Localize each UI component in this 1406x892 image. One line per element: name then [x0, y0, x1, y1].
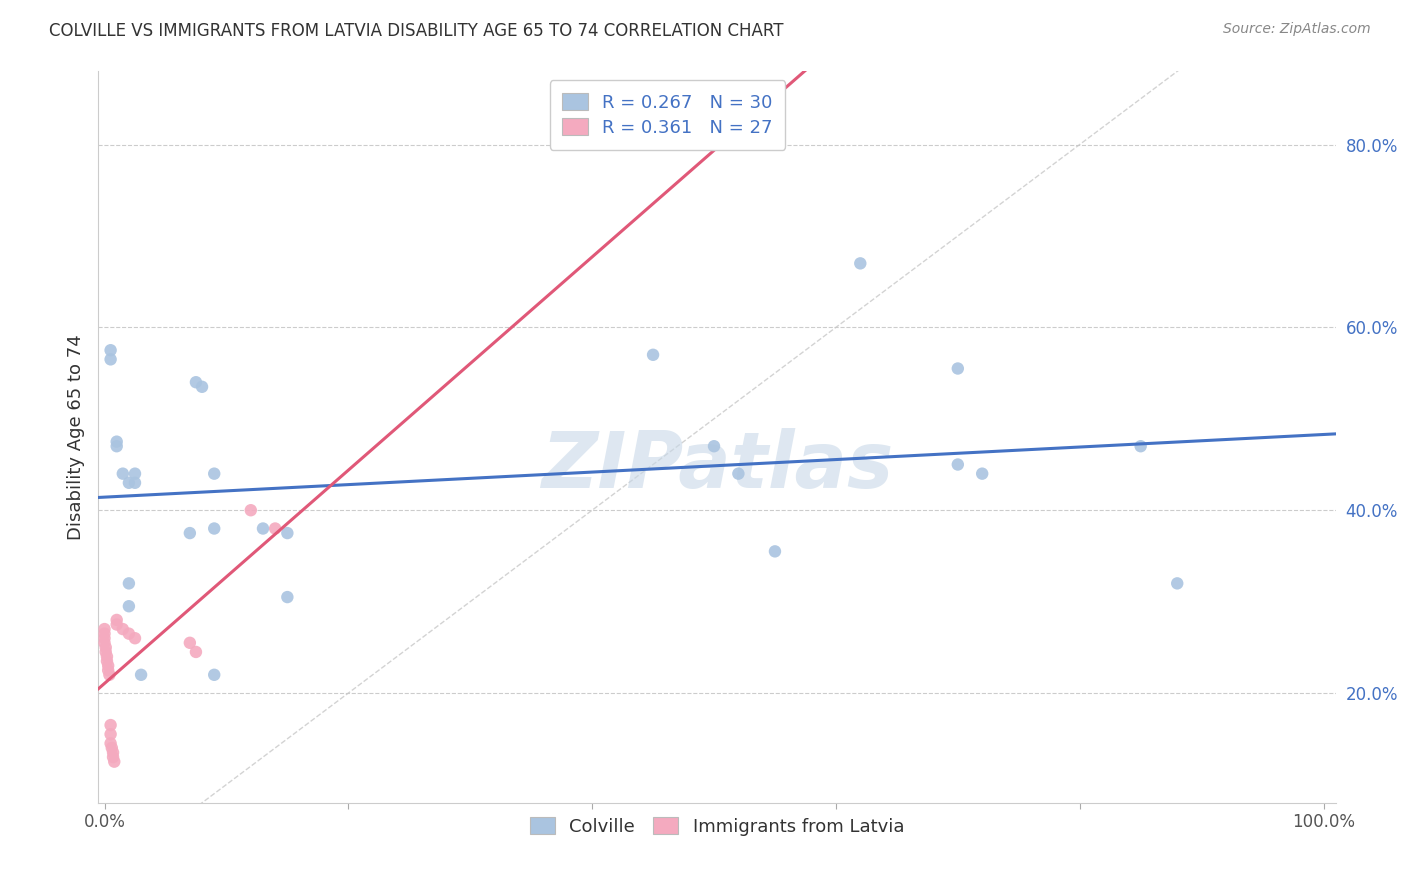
Point [124, 467, 146, 481]
Point [93, 632, 115, 646]
Point [276, 590, 298, 604]
Point [124, 632, 146, 646]
Point [946, 458, 969, 472]
Point [100, 343, 122, 358]
Point [94, 645, 117, 659]
Point [264, 521, 287, 535]
Point [105, 434, 128, 449]
Point [184, 375, 207, 389]
Point [101, 746, 124, 760]
Point [849, 256, 872, 270]
Point [946, 361, 969, 376]
Point [96, 649, 118, 664]
Point [97, 658, 120, 673]
Point [100, 718, 122, 732]
Point [105, 439, 128, 453]
Point [118, 475, 141, 490]
Point [252, 521, 274, 535]
Text: Source: ZipAtlas.com: Source: ZipAtlas.com [1223, 22, 1371, 37]
Point [202, 521, 225, 535]
Point [100, 736, 122, 750]
Text: COLVILLE VS IMMIGRANTS FROM LATVIA DISABILITY AGE 65 TO 74 CORRELATION CHART: COLVILLE VS IMMIGRANTS FROM LATVIA DISAB… [49, 22, 783, 40]
Point [129, 667, 152, 681]
Legend: Colville, Immigrants from Latvia: Colville, Immigrants from Latvia [520, 808, 914, 845]
Point [100, 727, 122, 741]
Point [276, 526, 298, 541]
Point [93, 636, 115, 650]
Point [703, 439, 725, 453]
Point [103, 755, 125, 769]
Point [972, 467, 994, 481]
Point [202, 667, 225, 681]
Point [94, 640, 117, 655]
Point [184, 645, 207, 659]
Point [118, 626, 141, 640]
Point [105, 617, 128, 632]
Text: ZIPatlas: ZIPatlas [541, 428, 893, 504]
Point [93, 622, 115, 636]
Point [101, 750, 124, 764]
Point [111, 622, 134, 636]
Point [111, 467, 134, 481]
Point [763, 544, 786, 558]
Point [93, 626, 115, 640]
Point [1166, 576, 1188, 591]
Point [179, 526, 201, 541]
Point [202, 467, 225, 481]
Point [101, 740, 124, 755]
Point [641, 348, 664, 362]
Point [100, 352, 122, 367]
Point [118, 599, 141, 614]
Point [124, 475, 146, 490]
Point [1129, 439, 1152, 453]
Point [727, 467, 749, 481]
Point [96, 654, 118, 668]
Y-axis label: Disability Age 65 to 74: Disability Age 65 to 74 [66, 334, 84, 540]
Point [97, 663, 120, 677]
Point [105, 613, 128, 627]
Point [98, 667, 121, 681]
Point [179, 636, 201, 650]
Point [191, 380, 214, 394]
Point [239, 503, 262, 517]
Point [118, 576, 141, 591]
